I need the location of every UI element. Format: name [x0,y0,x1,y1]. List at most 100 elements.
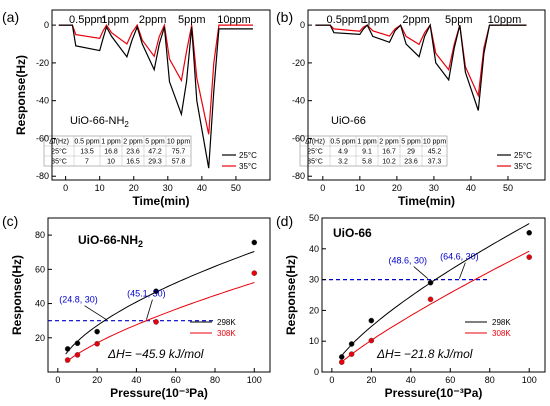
x-tick-label-c: 60 [171,375,181,385]
data-point-d-0 [526,229,533,236]
data-point-c-1 [94,340,100,347]
legend-label-b: 35°C [514,162,532,171]
y-axis-label-a: Response(Hz) [14,55,28,135]
data-point-d-0 [338,354,345,360]
data-point-d-1 [427,296,434,303]
x-tick-label-a: 0 [63,183,68,193]
table-cell-b: 37.3 [428,159,442,166]
concentration-label-b: 0.5ppm [327,14,364,26]
table-cell-a: 57.8 [172,159,186,166]
y-tick-label-c: 20 [35,333,45,343]
table-header-cell-b: 0.5 ppm [330,139,355,146]
table-cell-b: 35°C [307,158,323,166]
y-tick-label-c: 60 [35,264,45,274]
legend-label-b: 25°C [514,151,532,160]
table-cell-b: 10.2 [382,159,396,166]
x-tick-label-d: 80 [485,375,495,385]
table-cell-a: 23.6 [126,149,140,156]
concentration-label-a: 10ppm [217,14,251,26]
x-tick-label-a: 10 [95,183,105,193]
table-cell-a: 7 [85,159,89,166]
annotation-label-c: (24.8, 30) [59,295,98,305]
material-label-b: UiO-66 [331,115,366,127]
data-point-d-0 [368,317,375,324]
x-tick-label-d: 40 [406,375,416,385]
table-cell-a: 16.8 [104,149,118,156]
x-tick-label-d: 60 [445,375,455,385]
table-cell-b: 3.2 [338,159,348,166]
table-cell-b: 45.2 [428,149,442,156]
table-header-cell-b: 2 ppm [379,139,399,146]
data-point-c-0 [64,346,71,352]
table-cell-a: 29.3 [148,159,162,166]
y-tick-label-a: -60 [36,133,49,143]
table-header-cell-a: 0.5 ppm [74,139,99,146]
panel-letter-d: (d) [276,213,293,229]
fit-curve-d-0 [339,223,530,359]
x-tick-label-b: 20 [392,183,402,193]
data-point-c-1 [153,319,159,325]
y-tick-label-a: 0 [44,20,49,30]
y-tick-label-b: -20 [292,58,305,68]
x-tick-label-a: 50 [231,183,241,193]
concentration-label-a: 1ppm [101,14,129,26]
legend-label-a: 25°C [239,151,257,160]
x-tick-label-c: 0 [55,375,60,385]
concentration-label-a: 2ppm [139,14,167,26]
data-point-d-1 [338,359,345,365]
table-header-cell-a: 2 ppm [123,139,143,146]
table-header-cell-b: 5 ppm [401,139,421,146]
annotation-label-d: (64.6, 30) [440,252,479,262]
table-cell-a: 25°C [51,148,67,156]
data-table-a [43,135,192,167]
table-header-cell-b: 1 ppm [357,139,377,146]
data-point-d-1 [348,351,355,357]
table-cell-b: 16.7 [382,149,396,156]
x-tick-label-c: 40 [131,375,141,385]
y-tick-label-c: 40 [35,299,45,309]
annotation-label-d: (48.6, 30) [389,256,428,266]
table-cell-a: 13.5 [80,149,94,156]
table-cell-a: 10 [107,159,115,166]
legend-label-d: 298K [492,318,511,327]
panel-letter-b: (b) [276,9,293,25]
data-point-d-1 [368,337,375,344]
table-header-cell-a: Δf(Hz) [49,139,69,146]
concentration-label-a: 5ppm [178,14,206,26]
y-tick-label-a: -20 [36,58,49,68]
series-line-b-0 [315,23,527,111]
table-header-cell-b: 10 ppm [423,139,447,146]
y-tick-label-d: 20 [309,305,319,315]
x-tick-label-b: 0 [320,183,325,193]
series-line-a-1 [58,22,253,135]
x-tick-label-b: 50 [503,183,513,193]
legend-label-d: 308K [492,329,511,338]
plot-frame-c [47,217,271,373]
table-cell-b: 29 [407,149,415,156]
y-tick-label-b: -60 [292,133,305,143]
x-tick-label-c: 100 [247,375,262,385]
x-tick-label-c: 80 [210,375,220,385]
table-cell-b: 9.1 [362,149,372,156]
enthalpy-label-d: ΔH= −21.8 kJ/mol [376,347,473,361]
y-tick-label-b: -40 [292,96,305,106]
table-header-cell-a: 5 ppm [145,139,165,146]
x-axis-label-d: Pressure(10⁻³Pa) [385,386,483,400]
y-tick-label-a: -80 [36,171,49,181]
y-tick-label-d: 30 [309,275,319,285]
table-header-cell-a: 1 ppm [101,139,121,146]
legend-label-c: 308K [217,329,236,338]
y-tick-label-b: 0 [300,20,305,30]
table-cell-a: 35°C [51,158,67,166]
y-tick-label-b: -80 [292,171,305,181]
y-tick-label-d: 0 [314,367,319,377]
data-point-c-1 [64,357,71,363]
material-label-a: UiO-66-NH2 [70,115,129,129]
plot-frame-b [307,9,546,181]
material-label-c: UiO-66-NH2 [78,233,143,249]
concentration-label-a: 0.5ppm [69,14,106,26]
table-cell-b: 5.8 [362,159,372,166]
fit-curve-c-0 [65,251,255,355]
plot-frame-d [321,217,546,373]
